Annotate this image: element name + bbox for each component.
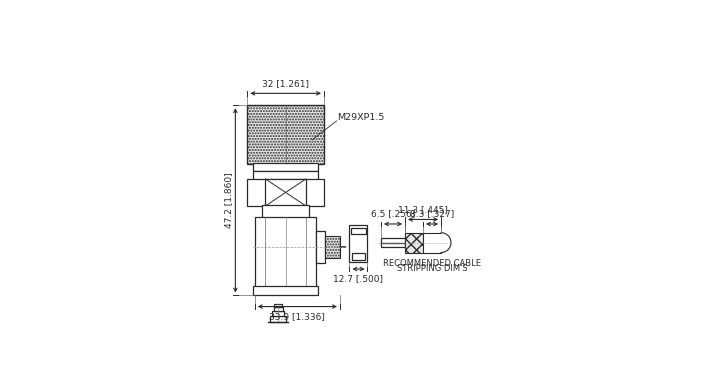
Text: 6.5 [.256]: 6.5 [.256] <box>371 209 415 218</box>
Text: 33.9 [1.336]: 33.9 [1.336] <box>269 312 325 321</box>
Bar <box>381 238 405 247</box>
Text: 32 [1.261]: 32 [1.261] <box>262 79 309 88</box>
Text: 47.2 [1.860]: 47.2 [1.860] <box>224 173 233 228</box>
Bar <box>274 307 283 311</box>
Text: 11.3 [.445]: 11.3 [.445] <box>398 205 448 214</box>
Bar <box>351 228 366 234</box>
Bar <box>253 163 318 172</box>
Bar <box>262 206 309 218</box>
Text: M29XP1.5: M29XP1.5 <box>338 113 385 122</box>
Bar <box>248 179 324 206</box>
Bar <box>352 254 365 260</box>
Text: STRIPPING DIM'S: STRIPPING DIM'S <box>397 264 467 273</box>
Bar <box>405 233 423 252</box>
Text: 8.3 [.327]: 8.3 [.327] <box>410 209 454 218</box>
Bar <box>317 232 325 263</box>
Bar <box>253 171 318 179</box>
Bar <box>270 316 287 322</box>
Text: RECOMMENDED CABLE: RECOMMENDED CABLE <box>383 259 481 268</box>
Bar <box>272 311 284 316</box>
Bar <box>255 217 317 287</box>
Bar <box>349 225 367 262</box>
Bar <box>325 236 340 258</box>
Bar <box>248 105 324 164</box>
Bar <box>253 286 318 296</box>
Bar <box>266 179 306 206</box>
Text: 12.7 [.500]: 12.7 [.500] <box>333 275 384 284</box>
Bar <box>274 303 282 307</box>
